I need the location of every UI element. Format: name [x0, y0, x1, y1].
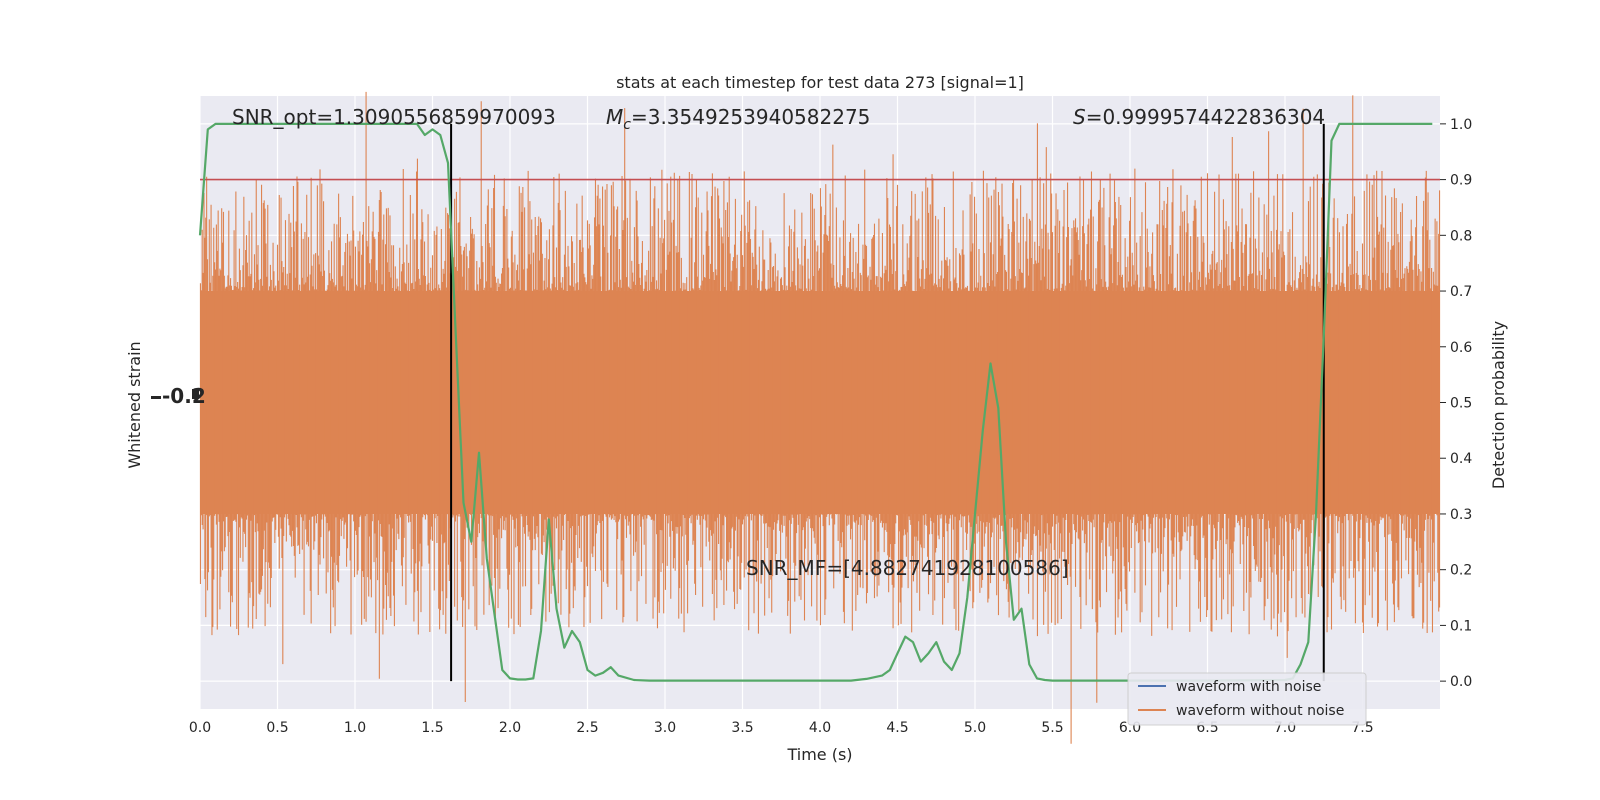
x-tick-label: 3.5: [731, 720, 753, 736]
chirp-mass-symbol: M: [606, 105, 623, 129]
y-axis-label-left: Whitened strain: [125, 341, 144, 468]
annotation-s: S=0.9999574422836304: [1073, 105, 1325, 129]
chirp-mass-subscript: c: [623, 117, 631, 133]
y-tick-label: 0.1: [1450, 618, 1472, 634]
x-tick-label: 4.5: [886, 720, 908, 736]
legend-box: [1127, 672, 1367, 726]
x-tick-label: 0.0: [189, 720, 211, 736]
annotation-snr-mf: SNR_MF=[4.882741928100586]: [746, 556, 1069, 580]
x-tick-label: 5.0: [964, 720, 986, 736]
x-tick-label: 2.5: [576, 720, 598, 736]
x-tick-label: 5.5: [1041, 720, 1063, 736]
x-tick-label: 0.5: [266, 720, 288, 736]
y-tick-label: 0.9: [1450, 173, 1472, 189]
y-tick-label: 1.0: [1450, 117, 1472, 133]
y-tick-label: 0.8: [1450, 228, 1472, 244]
x-tick-label: 1.0: [344, 720, 366, 736]
detection-probability-line: [198, 122, 1433, 682]
x-axis-label: Time (s): [786, 745, 852, 764]
legend-label-clean: waveform without noise: [1176, 703, 1344, 719]
y-tick-label: 0.7: [1450, 284, 1472, 300]
legend: waveform with noise waveform without noi…: [1127, 672, 1367, 726]
annotation-chirp-mass: Mc=3.3549253940582275: [606, 105, 870, 133]
y-right-axis-ticks: 0.0 0.1 0.2 0.3 0.4 0.5 0.6 0.7 0.8 0.9 1.0: [1440, 117, 1472, 690]
x-tick-label: 1.5: [421, 720, 443, 736]
strain-waveform: [199, 91, 1441, 744]
y-tick-label: 0.4: [1450, 451, 1472, 467]
s-symbol: S: [1073, 105, 1086, 129]
y-tick-label: 0.3: [1450, 507, 1472, 523]
legend-label-noise: waveform with noise: [1176, 679, 1321, 695]
x-tick-label: 4.0: [809, 720, 831, 736]
detection-probability-curve: [198, 122, 1433, 682]
annotation-snr-opt: SNR_opt=1.3090556859970093: [232, 105, 556, 129]
chirp-mass-value: =3.3549253940582275: [631, 105, 870, 129]
chart-title: stats at each timestep for test data 273…: [616, 73, 1024, 92]
x-tick-label: 2.0: [499, 720, 521, 736]
x-tick-label: 3.0: [654, 720, 676, 736]
left-tick-glyph: -0.2: [151, 384, 206, 408]
y-tick-label: 0.2: [1450, 563, 1472, 579]
y-tick-label: 0.0: [1450, 674, 1472, 690]
s-value: =0.9999574422836304: [1086, 105, 1325, 129]
y-tick-label: 0.5: [1450, 396, 1472, 412]
left-tick-glyph-text: -0.2: [162, 384, 206, 408]
y-tick-label: 0.6: [1450, 340, 1472, 356]
y-axis-label-right: Detection probability: [1489, 321, 1508, 489]
